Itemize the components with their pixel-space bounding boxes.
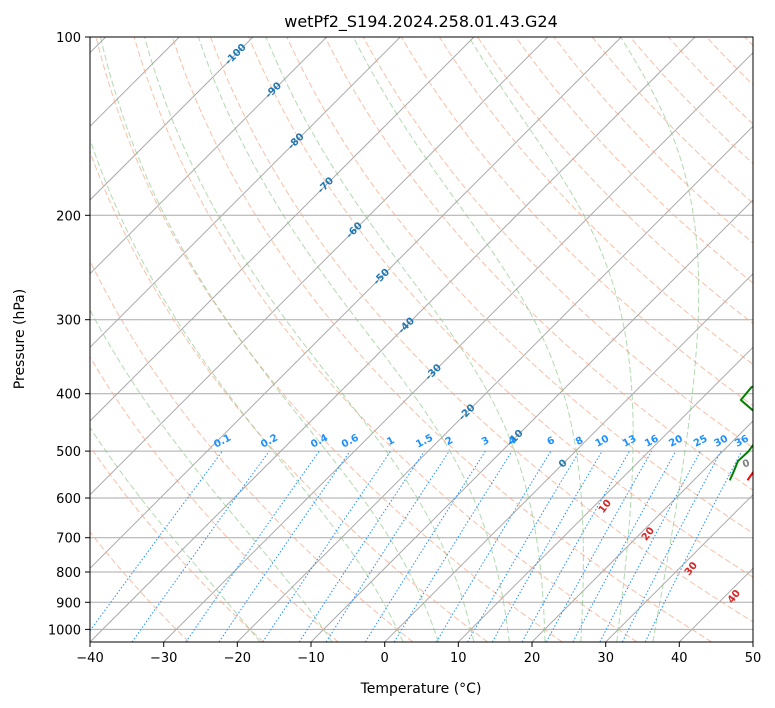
mixing-ratio-label: 3 <box>480 435 491 448</box>
x-tick-label: 30 <box>597 651 614 666</box>
y-tick-label: 400 <box>56 388 81 403</box>
y-tick-label: 900 <box>56 596 81 611</box>
dry-adiabat-line <box>591 37 753 204</box>
dry-adiabat-line <box>438 37 753 365</box>
y-axis-label: Pressure (hPa) <box>12 289 28 389</box>
mixing-ratio-line <box>521 450 630 642</box>
moist-adiabat-line <box>468 37 634 642</box>
dry-adiabat-line <box>90 259 414 642</box>
x-tick-label: 10 <box>450 651 467 666</box>
y-axis: 100 200 300 400 500 600 700 800 900 1000 <box>48 31 90 638</box>
y-tick-label: 100 <box>56 31 81 46</box>
isotherm-line <box>90 37 401 349</box>
y-tick-label: 800 <box>56 566 81 581</box>
isotherm-line <box>236 125 753 642</box>
x-tick-label: 0 <box>381 651 389 666</box>
y-tick-label: 1000 <box>48 623 81 638</box>
moist-adiabat-line <box>352 37 584 642</box>
moist-adiabat-line <box>620 37 700 642</box>
isotherm-line <box>457 346 753 642</box>
isotherm-line <box>90 37 254 201</box>
mixing-ratio-line <box>325 450 450 642</box>
moist-adiabat-line <box>90 137 404 642</box>
mixing-ratio-line <box>131 450 270 642</box>
mixing-ratio-line <box>491 450 603 642</box>
mixing-ratio-line <box>90 450 223 632</box>
mixing-ratio-line <box>393 450 513 642</box>
dry-adiabat-line <box>90 150 488 642</box>
dry-adiabat-line <box>324 37 753 491</box>
isotherm-line <box>90 37 696 642</box>
x-tick-label: −40 <box>76 651 103 666</box>
isotherm-line <box>90 37 549 496</box>
mixing-ratio-label: 4 <box>507 435 518 448</box>
y-tick-label: 600 <box>56 492 81 507</box>
mixing-ratio-line <box>599 450 701 642</box>
mixing-ratio-line <box>364 450 486 642</box>
dry-adiabat-line <box>90 355 339 642</box>
x-tick-label: −10 <box>297 651 324 666</box>
dry-adiabat-line <box>400 37 753 407</box>
dry-adiabat-line <box>248 37 753 578</box>
mixing-ratio-line <box>185 450 320 642</box>
dry-adiabat-line <box>477 37 753 325</box>
mixing-ratio-label: 2 <box>444 435 455 448</box>
x-tick-label: 40 <box>671 651 688 666</box>
moist-adiabat-line <box>100 37 439 642</box>
isotherm-line <box>90 37 328 275</box>
x-tick-label: −30 <box>150 651 177 666</box>
mixing-ratio-label: 1 <box>385 435 396 448</box>
dry-adiabat-line <box>629 37 753 165</box>
mixing-ratio-label: 6 <box>545 435 556 448</box>
dry-adiabat-line <box>362 37 753 449</box>
moist-adiabat-line <box>265 37 546 642</box>
x-axis-label: Temperature (°C) <box>360 681 482 697</box>
isotherm-line <box>384 272 753 642</box>
isotherm-line <box>531 420 753 642</box>
mixing-ratio-line <box>621 450 722 642</box>
mixing-ratio-line <box>298 450 425 642</box>
isotherm-line <box>605 493 753 642</box>
dry-adiabat-line <box>286 37 753 534</box>
chart-title: wetPf2_S194.2024.258.01.43.G24 <box>284 12 558 32</box>
y-tick-label: 300 <box>56 314 81 329</box>
x-tick-label: 20 <box>524 651 541 666</box>
mixing-ratio-line <box>218 450 351 642</box>
moist-adiabat-line <box>90 426 261 642</box>
isotherm-line <box>90 37 622 570</box>
dry-adiabat-line <box>553 37 753 244</box>
mixing-ratio-line <box>572 450 677 642</box>
dry-adiabat-line <box>515 37 753 284</box>
moist-adiabat-line <box>197 37 510 642</box>
isotherm-line <box>163 51 753 642</box>
x-tick-label: 50 <box>745 651 762 666</box>
y-tick-label: 500 <box>56 445 81 460</box>
y-tick-label: 700 <box>56 532 81 547</box>
mixing-ratio-label: 8 <box>574 435 585 448</box>
y-tick-label: 200 <box>56 209 81 224</box>
dry-adiabat-line <box>210 37 753 623</box>
dry-adiabat-line <box>133 37 638 642</box>
moist-adiabat-line <box>144 37 475 642</box>
x-tick-label: −20 <box>224 651 251 666</box>
plot-frame <box>89 36 754 643</box>
mixing-ratio-line <box>545 450 653 642</box>
background-lines <box>90 37 753 642</box>
isotherm-line <box>90 37 475 422</box>
lcl-marker: 0 <box>741 458 751 471</box>
dry-adiabat-line <box>90 531 190 642</box>
x-axis: −40 −30 −20 −10 0 10 20 30 40 50 <box>76 642 761 666</box>
mixing-ratio-line <box>644 450 743 642</box>
